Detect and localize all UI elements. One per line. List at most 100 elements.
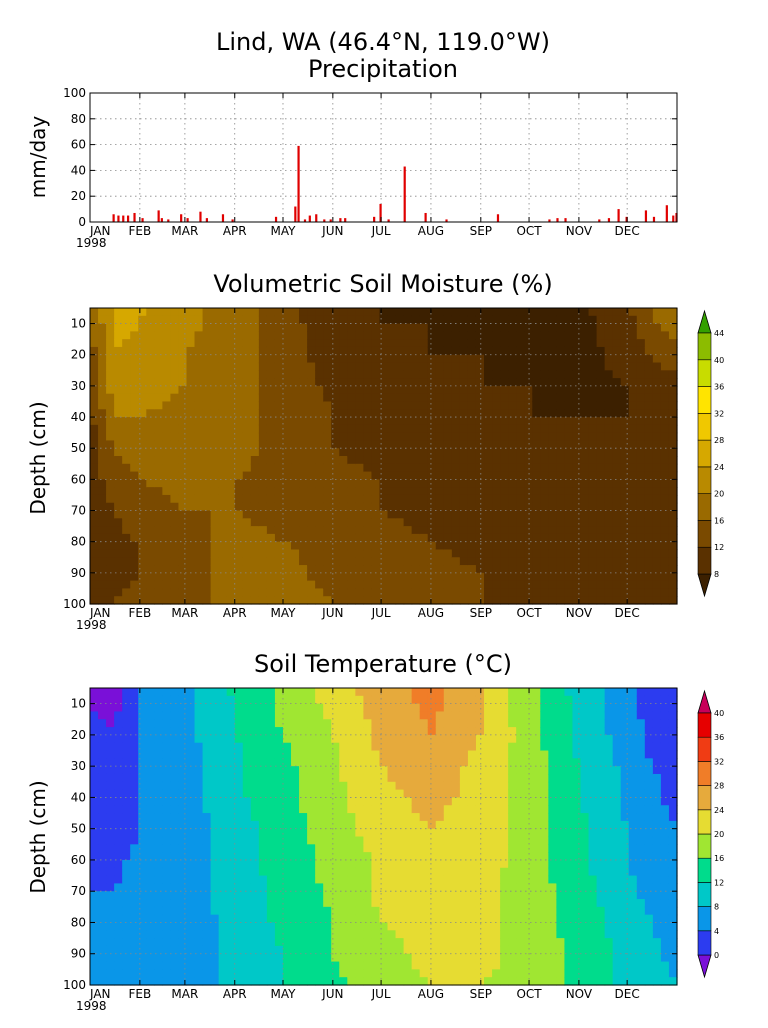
temperature-heatmap-cell bbox=[396, 829, 405, 837]
temperature-heatmap-cell bbox=[452, 852, 461, 860]
moisture-heatmap-cell bbox=[146, 581, 155, 589]
temperature-heatmap-cell bbox=[339, 954, 348, 962]
temperature-heatmap-cell bbox=[436, 688, 445, 696]
temperature-heatmap-cell bbox=[211, 891, 220, 899]
temperature-heatmap-cell bbox=[291, 938, 300, 946]
moisture-heatmap-cell bbox=[291, 394, 300, 402]
temperature-heatmap-cell bbox=[299, 790, 308, 798]
temperature-heatmap-cell bbox=[235, 790, 244, 798]
moisture-heatmap-cell bbox=[98, 401, 107, 409]
temperature-heatmap-cell bbox=[251, 797, 260, 805]
temperature-heatmap-cell bbox=[444, 977, 453, 985]
moisture-heatmap-cell bbox=[540, 464, 549, 472]
temperature-heatmap-cell bbox=[339, 829, 348, 837]
temperature-heatmap-cell bbox=[130, 860, 139, 868]
moisture-colorbar-swatch bbox=[698, 494, 711, 521]
moisture-heatmap-cell bbox=[106, 409, 115, 417]
moisture-heatmap-cell bbox=[275, 588, 284, 596]
temperature-heatmap-cell bbox=[106, 907, 115, 915]
temperature-heatmap-cell bbox=[283, 797, 292, 805]
moisture-heatmap-cell bbox=[669, 339, 678, 347]
temperature-heatmap-cell bbox=[162, 790, 171, 798]
temperature-heatmap-cell bbox=[283, 930, 292, 938]
moisture-heatmap-cell bbox=[203, 549, 212, 557]
moisture-heatmap-cell bbox=[90, 472, 99, 480]
moisture-heatmap-cell bbox=[106, 518, 115, 526]
moisture-heatmap-cell bbox=[170, 448, 179, 456]
moisture-heatmap-cell bbox=[452, 378, 461, 386]
moisture-heatmap-cell bbox=[178, 440, 187, 448]
moisture-heatmap-cell bbox=[347, 479, 356, 487]
temperature-heatmap-cell bbox=[186, 844, 195, 852]
temperature-heatmap-cell bbox=[363, 883, 372, 891]
temperature-heatmap-cell bbox=[106, 883, 115, 891]
moisture-heatmap-cell bbox=[267, 378, 276, 386]
moisture-heatmap-cell bbox=[114, 588, 123, 596]
temperature-heatmap-cell bbox=[428, 899, 437, 907]
moisture-heatmap-cell bbox=[508, 581, 517, 589]
temperature-heatmap-cell bbox=[211, 774, 220, 782]
temperature-heatmap-cell bbox=[371, 711, 380, 719]
temperature-heatmap-cell bbox=[476, 899, 485, 907]
temperature-heatmap-cell bbox=[436, 758, 445, 766]
precip-bar bbox=[497, 214, 499, 222]
temperature-heatmap-cell bbox=[412, 868, 421, 876]
moisture-heatmap-cell bbox=[170, 511, 179, 519]
moisture-heatmap-cell bbox=[532, 324, 541, 332]
temperature-heatmap-cell bbox=[243, 696, 252, 704]
moisture-heatmap-cell bbox=[259, 557, 268, 565]
temperature-heatmap-cell bbox=[170, 930, 179, 938]
temperature-heatmap-cell bbox=[412, 977, 421, 985]
temperature-heatmap-cell bbox=[98, 837, 107, 845]
moisture-heatmap-cell bbox=[186, 440, 195, 448]
temperature-heatmap-cell bbox=[130, 821, 139, 829]
moisture-heatmap-cell bbox=[645, 503, 654, 511]
temperature-heatmap-cell bbox=[178, 727, 187, 735]
moisture-heatmap-cell bbox=[412, 565, 421, 573]
moisture-heatmap-cell bbox=[556, 495, 565, 503]
temperature-heatmap-cell bbox=[428, 954, 437, 962]
moisture-heatmap-cell bbox=[452, 370, 461, 378]
moisture-heatmap-cell bbox=[613, 324, 622, 332]
temperature-heatmap-cell bbox=[114, 782, 123, 790]
temperature-heatmap-cell bbox=[162, 891, 171, 899]
moisture-heatmap-cell bbox=[146, 440, 155, 448]
temperature-heatmap-cell bbox=[195, 922, 204, 930]
moisture-heatmap-cell bbox=[524, 479, 533, 487]
moisture-heatmap-cell bbox=[637, 464, 646, 472]
moisture-heatmap-cell bbox=[219, 433, 228, 441]
moisture-heatmap-cell bbox=[371, 355, 380, 363]
moisture-heatmap-cell bbox=[637, 401, 646, 409]
temperature-heatmap-cell bbox=[388, 696, 397, 704]
moisture-heatmap-cell bbox=[235, 596, 244, 604]
moisture-heatmap-cell bbox=[548, 557, 557, 565]
temperature-heatmap-cell bbox=[363, 743, 372, 751]
moisture-heatmap-cell bbox=[371, 456, 380, 464]
moisture-heatmap-cell bbox=[283, 331, 292, 339]
moisture-heatmap-cell bbox=[452, 557, 461, 565]
temperature-heatmap-cell bbox=[267, 876, 276, 884]
moisture-heatmap-cell bbox=[572, 394, 581, 402]
temperature-heatmap-cell bbox=[106, 743, 115, 751]
temperature-heatmap-cell bbox=[203, 891, 212, 899]
moisture-heatmap-cell bbox=[267, 534, 276, 542]
moisture-heatmap-cell bbox=[363, 542, 372, 550]
moisture-heatmap-cell bbox=[460, 503, 469, 511]
temperature-heatmap-cell bbox=[186, 969, 195, 977]
moisture-heatmap-cell bbox=[363, 401, 372, 409]
moisture-heatmap-cell bbox=[235, 479, 244, 487]
moisture-heatmap-cell bbox=[363, 503, 372, 511]
temperature-heatmap-cell bbox=[452, 946, 461, 954]
precip-bar bbox=[297, 146, 299, 222]
moisture-heatmap-cell bbox=[476, 331, 485, 339]
temperature-heatmap-cell bbox=[275, 891, 284, 899]
moisture-heatmap-cell bbox=[428, 339, 437, 347]
temperature-heatmap-cell bbox=[315, 797, 324, 805]
moisture-heatmap-cell bbox=[613, 409, 622, 417]
temperature-heatmap-cell bbox=[130, 735, 139, 743]
temperature-heatmap-cell bbox=[323, 782, 332, 790]
moisture-heatmap-cell bbox=[243, 409, 252, 417]
temperature-heatmap-cell bbox=[484, 751, 493, 759]
temperature-heatmap-cell bbox=[267, 938, 276, 946]
temperature-heatmap-cell bbox=[98, 868, 107, 876]
